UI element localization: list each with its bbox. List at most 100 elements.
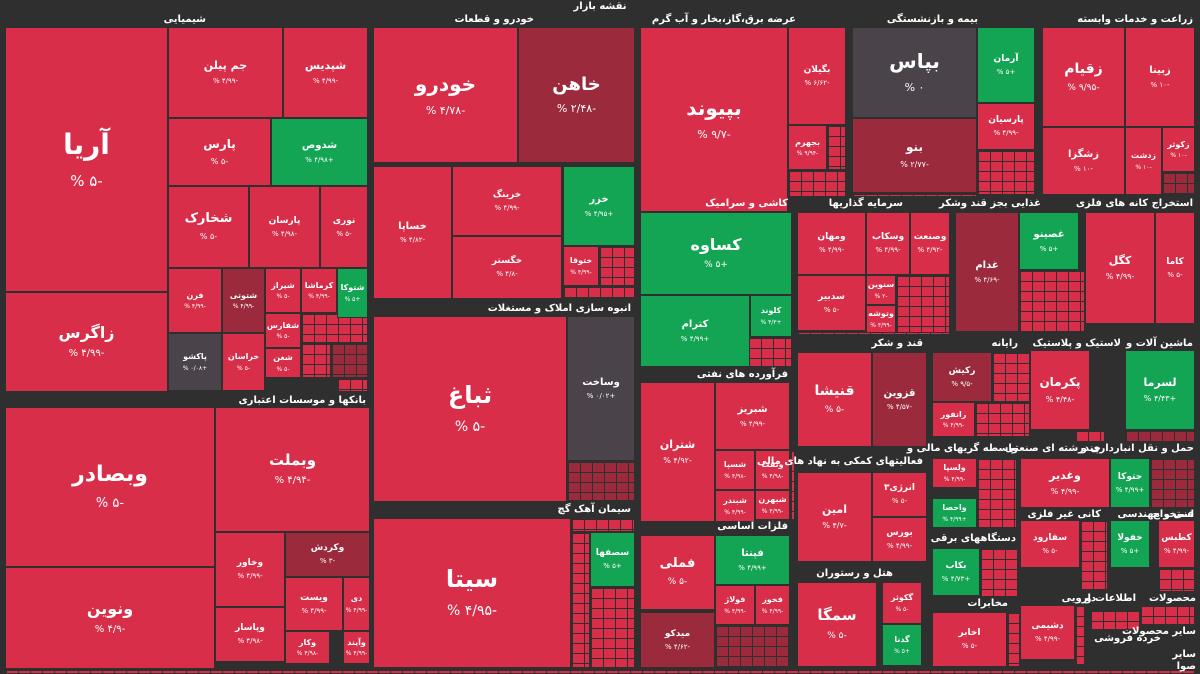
treemap-tile[interactable]: غدام -۴/۶۹ % — [955, 212, 1019, 332]
treemap-tile[interactable]: دی -۴/۹۹ % — [343, 577, 370, 631]
treemap-tile[interactable]: پکرمان -۴/۴۸ % — [1030, 350, 1090, 430]
treemap-tile[interactable]: میدکو -۴/۶۲ % — [640, 612, 715, 668]
treemap-tile[interactable]: کرماشا -۴/۹۹ % — [301, 268, 337, 313]
treemap-tile[interactable]: پارسیان -۴/۹۹ % — [977, 103, 1035, 150]
treemap-tile[interactable]: نوری -۵ % — [320, 186, 368, 268]
treemap-tile[interactable]: کطبس -۴/۹۹ % — [1158, 520, 1195, 568]
treemap-tile[interactable]: حتوکا +۴/۹۹ % — [1110, 458, 1150, 508]
treemap-tile[interactable]: گدنا +۵ % — [882, 624, 922, 666]
treemap-tile[interactable]: وکردش -۳ % — [285, 532, 370, 577]
treemap-tile[interactable]: شتران -۴/۹۲ % — [640, 382, 715, 522]
treemap-tile[interactable]: جم پیلن -۴/۹۹ % — [168, 27, 283, 118]
treemap-tile[interactable]: وصنعت -۴/۹۲ % — [910, 212, 950, 275]
treemap-tile[interactable]: قنیشا -۵ % — [797, 352, 872, 447]
treemap-tile[interactable]: وپاسار -۴/۹۸ % — [215, 607, 285, 662]
treemap-tile[interactable]: شپدیس -۴/۹۹ % — [283, 27, 368, 118]
treemap-tile[interactable]: سیتا -۴/۹۵ % — [373, 518, 571, 668]
treemap-tile[interactable]: ونوین -۴/۹ % — [5, 567, 215, 669]
tile-change: -۴/۹۹ % — [184, 303, 206, 310]
treemap-tile[interactable]: وساخت +۰/۰۲ % — [567, 316, 635, 461]
treemap-tile[interactable]: خودرو -۴/۷۸ % — [373, 27, 518, 163]
treemap-tile[interactable]: آریا -۵ % — [5, 27, 168, 292]
treemap-tile[interactable]: ومهان -۴/۹۹ % — [797, 212, 866, 275]
treemap-tile[interactable]: امین -۴/۷ % — [797, 472, 872, 562]
treemap-tile[interactable]: شفارس -۵ % — [265, 313, 301, 348]
treemap-tile[interactable]: شیراز -۵ % — [265, 268, 301, 313]
tile-change: -۵ % — [891, 497, 908, 506]
treemap-tile[interactable]: سمگا -۵ % — [797, 582, 877, 667]
treemap-tile[interactable]: دشیمی -۴/۹۹ % — [1020, 605, 1075, 660]
treemap-tile[interactable]: شغن -۵ % — [265, 348, 301, 378]
treemap-tile[interactable]: شبندر -۴/۹۹ % — [715, 490, 755, 522]
treemap-tile[interactable]: خاهن -۲/۴۸ % — [518, 27, 635, 163]
tile-change: +۴/۹۹ % — [738, 563, 767, 572]
treemap-tile[interactable]: وبملت -۴/۹۴ % — [215, 407, 370, 532]
treemap-tile[interactable]: بپیوند -۹/۷ % — [640, 27, 788, 212]
treemap-tile[interactable]: خفولا +۵ % — [1110, 520, 1150, 568]
treemap-tile[interactable]: زقیام -۹/۹۵ % — [1042, 27, 1125, 127]
treemap-tile[interactable]: شتوکا +۵ % — [337, 268, 368, 318]
treemap-tile[interactable]: بگیلان -۶/۶۲ % — [788, 27, 846, 125]
treemap-tile[interactable]: فولاژ -۴/۹۹ % — [715, 585, 755, 625]
treemap-tile[interactable]: خزر +۴/۹۵ % — [563, 166, 635, 246]
treemap-tile[interactable]: رانفور -۴/۹۹ % — [932, 402, 975, 437]
treemap-tile[interactable]: انرژی۳ -۵ % — [872, 472, 927, 517]
treemap-tile[interactable]: کترام +۴/۹۹ % — [640, 295, 750, 367]
treemap-tile[interactable]: فملی -۵ % — [640, 535, 715, 610]
treemap-tile[interactable]: آرمان +۵ % — [977, 27, 1035, 103]
treemap-tile[interactable]: وبصادر -۵ % — [5, 407, 215, 567]
treemap-tile[interactable]: ختوقا -۴/۹۹ % — [563, 246, 599, 286]
treemap-tile[interactable]: کساوه +۵ % — [640, 212, 792, 295]
treemap-tile[interactable]: وسکاب -۴/۹۹ % — [866, 212, 910, 275]
treemap-tile[interactable]: زاگرس -۴/۹۹ % — [5, 292, 168, 392]
treemap-tile[interactable]: رکیش -۹/۵ % — [932, 352, 992, 402]
treemap-tile[interactable]: فخوز -۴/۹۹ % — [755, 585, 790, 625]
treemap-tile[interactable]: شتوتی -۴/۹۹ % — [222, 268, 265, 333]
treemap-tile[interactable]: وغدیر -۴/۹۹ % — [1020, 458, 1110, 508]
treemap-tile[interactable]: بجهرم -۹/۹۴ % — [788, 125, 827, 170]
treemap-tile[interactable]: زبینا -۱۰ % — [1125, 27, 1195, 127]
treemap-tile[interactable]: وکار -۴/۹۸ % — [285, 631, 330, 664]
treemap-tile[interactable]: خساپا -۴/۸۲ % — [373, 166, 452, 299]
treemap-tile[interactable]: لسرما +۴/۴۳ % — [1125, 350, 1195, 430]
treemap-tile[interactable]: سصفها +۵ % — [590, 532, 635, 587]
treemap-tile[interactable]: غصینو +۵ % — [1019, 212, 1079, 270]
treemap-tile[interactable]: بکاب +۴/۷۳ % — [932, 548, 980, 596]
treemap-tile[interactable]: شسپا -۴/۹۸ % — [715, 450, 755, 490]
treemap-tile[interactable]: فرن -۴/۹۹ % — [168, 268, 222, 333]
treemap-tile[interactable]: پارسان -۴/۹۸ % — [249, 186, 320, 268]
treemap-tile[interactable]: وآیند -۴/۹۹ % — [343, 631, 370, 664]
treemap-tile[interactable]: واحصا +۴/۹۹ % — [932, 498, 977, 528]
treemap-tile[interactable]: کلوند +۴/۳ % — [750, 295, 792, 337]
treemap-tile[interactable]: زشگزا -۱۰ % — [1042, 127, 1125, 195]
treemap-tile[interactable]: ولسپا -۴/۹۹ % — [932, 458, 977, 488]
treemap-tile[interactable]: وخاور -۴/۹۹ % — [215, 532, 285, 607]
treemap-tile[interactable]: خگستر -۴/۸ % — [452, 236, 562, 299]
treemap-tile[interactable]: بورس -۴/۹۹ % — [872, 517, 927, 562]
treemap-tile[interactable]: وتوشه -۴/۹۹ % — [866, 305, 896, 333]
treemap-tile[interactable]: پارس -۵ % — [168, 118, 271, 186]
treemap-tile[interactable]: ویست -۴/۹۹ % — [285, 577, 343, 631]
treemap-tile[interactable]: پاکشو +۰/۰۸ % — [168, 333, 222, 391]
treemap-tile[interactable]: شدوص +۴/۹۸ % — [271, 118, 368, 186]
treemap-tile[interactable]: شخارک -۵ % — [168, 186, 249, 268]
treemap-tile[interactable]: کاما -۵ % — [1155, 212, 1195, 324]
treemap-tile[interactable]: زدشت -۱۰ % — [1125, 127, 1162, 195]
treemap-tile[interactable]: سدبیر -۵ % — [797, 275, 866, 331]
treemap-tile[interactable]: زکوثر -۱۰ % — [1162, 127, 1195, 172]
treemap-tile[interactable]: بنو -۲/۷۷ % — [852, 118, 977, 193]
treemap-tile[interactable]: خرینگ -۴/۹۹ % — [452, 166, 562, 236]
treemap-tile[interactable]: سفارود -۵ % — [1020, 520, 1080, 568]
treemap-tile[interactable]: ونفت -۴/۹۸ % — [755, 450, 790, 490]
treemap-tile[interactable]: ثباغ -۵ % — [373, 316, 567, 502]
treemap-tile[interactable]: اخابر -۵ % — [932, 612, 1007, 667]
treemap-tile[interactable]: فپنتا +۴/۹۹ % — [715, 535, 790, 585]
treemap-tile[interactable]: سنوین -۲ % — [866, 275, 896, 305]
treemap-tile[interactable]: شبهرن -۴/۹۹ % — [755, 490, 790, 520]
treemap-tile[interactable]: شبریز -۴/۹۹ % — [715, 382, 790, 450]
treemap-tile[interactable]: کگل -۴/۹۹ % — [1085, 212, 1155, 324]
treemap-tile[interactable]: خراسان -۵ % — [222, 333, 265, 391]
treemap-tile[interactable]: قزوین -۴/۵۷ % — [872, 352, 927, 447]
treemap-tile[interactable]: بپاس ۰ % — [852, 27, 977, 118]
treemap-tile[interactable]: گکوثر -۵ % — [882, 582, 922, 624]
